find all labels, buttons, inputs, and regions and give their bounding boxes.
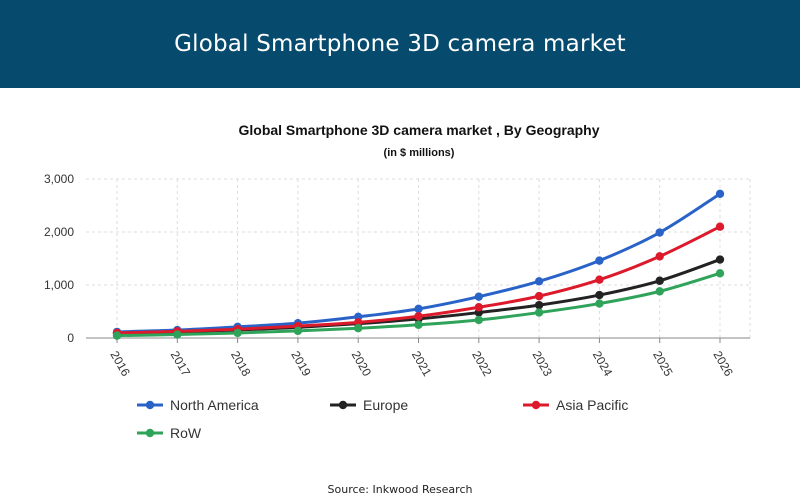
x-tick-label: 2017: [168, 349, 194, 379]
legend-label: RoW: [170, 425, 202, 441]
data-point-row: [595, 299, 604, 308]
data-point-row: [112, 331, 122, 340]
y-tick-label: 2,000: [44, 225, 74, 239]
legend-item-europe[interactable]: Europe: [330, 397, 408, 413]
data-point-row: [233, 328, 242, 338]
chart-title: Global Smartphone 3D camera market , By …: [238, 122, 599, 138]
data-point-asia-pacific: [414, 312, 423, 321]
legend-item-asia-pacific[interactable]: Asia Pacific: [523, 397, 628, 413]
data-point-row: [354, 323, 363, 333]
legend-swatch-marker: [145, 428, 155, 438]
data-point-north-america: [655, 228, 664, 237]
x-tick-label: 2022: [469, 349, 495, 379]
legend-label: Asia Pacific: [556, 397, 628, 413]
legend-swatch-marker: [531, 400, 541, 410]
chart-subtitle: (in $ millions): [384, 147, 455, 159]
data-point-north-america: [414, 304, 423, 314]
data-point-north-america: [534, 277, 544, 286]
x-tick-label: 2021: [409, 349, 435, 379]
legend-label: Europe: [363, 397, 408, 413]
data-point-asia-pacific: [534, 291, 544, 301]
data-point-asia-pacific: [595, 275, 604, 284]
data-point-europe: [715, 255, 725, 264]
data-point-row: [293, 326, 303, 336]
y-tick-label: 0: [67, 331, 74, 345]
legend-item-north-america[interactable]: North America: [137, 397, 259, 413]
header-banner: Global Smartphone 3D camera market: [0, 0, 800, 88]
data-point-asia-pacific: [354, 318, 363, 327]
legend-item-row[interactable]: RoW: [137, 425, 202, 441]
source-note: Source: Inkwood Research: [327, 483, 473, 496]
data-point-asia-pacific: [474, 303, 483, 312]
data-point-row: [414, 320, 423, 329]
data-point-row: [534, 308, 544, 317]
x-tick-label: 2018: [228, 349, 254, 379]
x-tick-label: 2025: [650, 349, 676, 379]
data-point-row: [474, 315, 483, 325]
data-point-north-america: [595, 256, 604, 265]
x-tick-label: 2026: [710, 349, 736, 379]
chart-series: [112, 189, 725, 340]
y-tick-label: 3,000: [44, 172, 74, 186]
chart-axes: 0 1,000 2,000 3,000 2016 2017 2018 2019 2020 2021…: [44, 172, 750, 379]
line-chart: Global Smartphone 3D camera market , By …: [44, 122, 751, 441]
data-point-row: [173, 330, 182, 339]
data-point-europe: [534, 300, 544, 310]
data-point-row: [715, 269, 725, 278]
legend-swatch-marker: [338, 400, 348, 410]
data-point-asia-pacific: [715, 222, 725, 231]
data-point-north-america: [474, 292, 483, 301]
x-tick-label: 2016: [107, 349, 133, 379]
data-point-asia-pacific: [655, 252, 664, 261]
x-tick-label: 2024: [590, 349, 616, 379]
data-point-row: [655, 287, 664, 296]
data-point-north-america: [715, 189, 725, 199]
chart-legend[interactable]: North America Europe Asia Pacific RoW: [137, 397, 628, 441]
legend-swatch-marker: [145, 400, 155, 410]
x-tick-label: 2023: [530, 349, 556, 379]
x-tick-label: 2019: [288, 349, 314, 379]
page-title: Global Smartphone 3D camera market: [174, 31, 626, 57]
y-tick-label: 1,000: [44, 278, 74, 292]
data-point-europe: [595, 290, 604, 300]
x-tick-label: 2020: [349, 349, 375, 379]
legend-label: North America: [170, 397, 259, 413]
data-point-europe: [655, 276, 664, 285]
